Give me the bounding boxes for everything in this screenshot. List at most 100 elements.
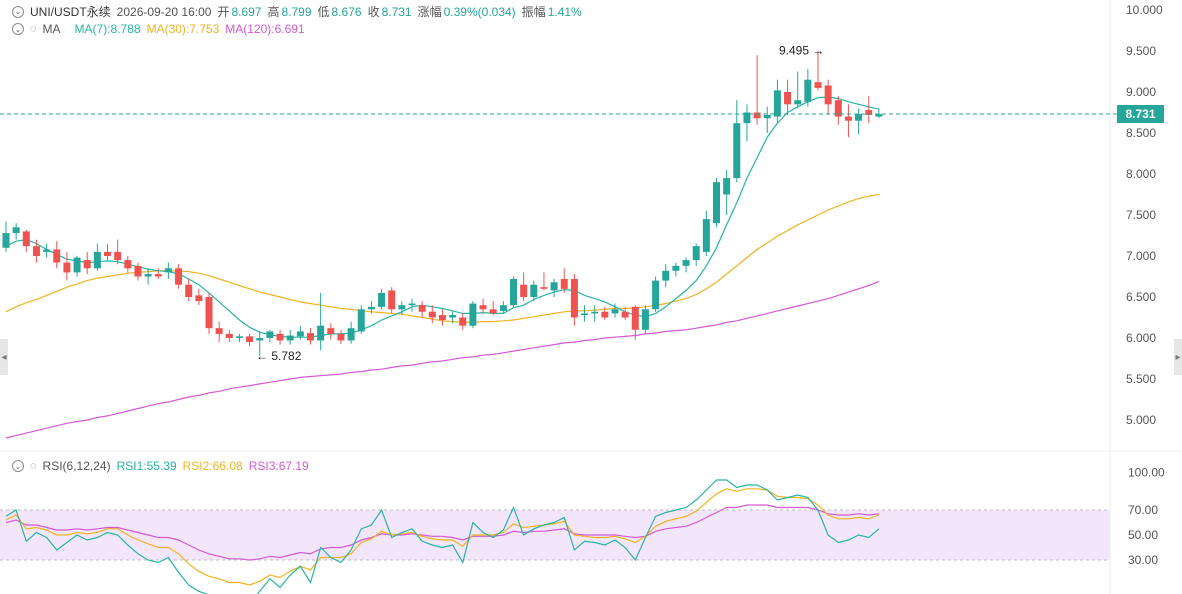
candle: [418, 301, 426, 318]
candle-body: [317, 325, 325, 341]
change-value: 0.39%(0.034): [443, 4, 516, 19]
candle: [428, 305, 436, 324]
candle-body: [43, 249, 51, 252]
candle-body: [641, 309, 649, 330]
candle-body: [743, 112, 751, 124]
candle: [763, 106, 771, 133]
candle-body: [175, 268, 183, 285]
ma-legend: ⌄ ◌ MA MA(7):8.788 MA(30):7.753 MA(120):…: [12, 22, 311, 36]
candle-body: [773, 90, 781, 117]
price-tick-label: 8.000: [1126, 167, 1156, 181]
ma-label[interactable]: MA: [42, 22, 61, 36]
amplitude-label: 振幅: [521, 5, 546, 19]
candle-body: [479, 305, 487, 310]
candle: [235, 333, 243, 343]
candle-body: [83, 260, 91, 269]
candle-body: [804, 79, 812, 102]
candle: [357, 305, 365, 334]
candle-body: [296, 331, 304, 337]
ma30-value: MA(30):7.753: [146, 22, 220, 36]
ma7-value: MA(7):8.788: [74, 22, 141, 36]
candle-body: [367, 306, 375, 310]
candle: [479, 298, 487, 314]
candle-body: [388, 290, 396, 310]
candle-body: [570, 278, 578, 318]
candle: [266, 329, 274, 343]
candle-body: [591, 311, 599, 314]
candle-body: [22, 231, 30, 247]
low-label: 低: [317, 5, 330, 19]
candle-body: [844, 116, 852, 121]
scroll-left-icon[interactable]: ◂: [0, 339, 8, 375]
candle: [144, 268, 152, 285]
candle: [205, 292, 213, 334]
candle: [327, 323, 335, 340]
rsi-overbought-band: [0, 509, 1110, 561]
candle-body: [438, 315, 446, 320]
candle-body: [246, 336, 254, 343]
candle: [225, 329, 233, 343]
candle: [662, 264, 670, 288]
chevron-down-icon[interactable]: ⌄: [12, 460, 24, 472]
candle-body: [662, 270, 670, 281]
candle-body: [601, 311, 609, 318]
candles[interactable]: [2, 51, 883, 357]
candle-body: [621, 311, 629, 318]
candle: [378, 288, 386, 310]
candle-body: [530, 284, 538, 297]
candle-body: [672, 265, 680, 271]
annotations: 9.495 → ← 5.782: [256, 43, 824, 362]
candle: [449, 311, 457, 324]
chevron-down-icon[interactable]: ⌄: [12, 5, 24, 18]
price-tick-label: 6.000: [1126, 331, 1156, 345]
scroll-right-icon[interactable]: ▸: [1174, 339, 1182, 375]
candle-body: [63, 262, 71, 273]
rsi-tick-label: 100.00: [1128, 466, 1165, 480]
ma120-line: [5, 280, 880, 439]
candle: [175, 264, 183, 289]
rsi1-value: RSI1:55.39: [116, 459, 177, 473]
candle: [611, 303, 619, 318]
candle: [520, 272, 528, 302]
candle: [540, 272, 548, 291]
eye-icon[interactable]: ◌: [30, 23, 37, 35]
candle: [114, 239, 122, 265]
candle: [195, 288, 203, 306]
candle-body: [225, 333, 233, 338]
candle: [388, 287, 396, 314]
rsi-label[interactable]: RSI(6,12,24): [42, 459, 111, 473]
candle: [723, 169, 731, 215]
candle-body: [428, 311, 436, 318]
candle-body: [875, 114, 883, 117]
candle: [692, 243, 700, 266]
rsi3-line: [5, 504, 879, 561]
candle-body: [692, 246, 700, 261]
candle-body: [154, 274, 162, 277]
rsi3-value: RSI3:67.19: [248, 459, 309, 473]
candle-body: [164, 268, 172, 273]
candle: [53, 241, 61, 269]
candle-body: [2, 233, 10, 248]
candle: [834, 96, 842, 125]
candle: [844, 104, 852, 138]
rsi1-line: [5, 479, 880, 594]
eye-icon[interactable]: ◌: [30, 460, 37, 472]
candle: [621, 306, 629, 320]
candle: [134, 262, 142, 281]
candle-body: [104, 251, 111, 256]
candle-body: [540, 287, 548, 289]
close-value: 8.731: [381, 4, 412, 19]
candle: [784, 79, 792, 115]
candle-body: [337, 333, 345, 341]
candle: [93, 243, 101, 271]
candle: [794, 71, 802, 109]
chevron-down-icon[interactable]: ⌄: [12, 23, 24, 35]
candle: [530, 280, 538, 302]
candle-body: [195, 295, 203, 302]
price-tick-label: 6.500: [1126, 290, 1156, 304]
candle-body: [449, 315, 457, 318]
price-axis: 10.000 9.500 9.000 8.500 8.000 7.500 7.000 6.50…: [0, 3, 1165, 567]
pair-name[interactable]: UNI/USDT永续: [30, 5, 111, 19]
ma120-value: MA(120):6.691: [225, 22, 305, 36]
